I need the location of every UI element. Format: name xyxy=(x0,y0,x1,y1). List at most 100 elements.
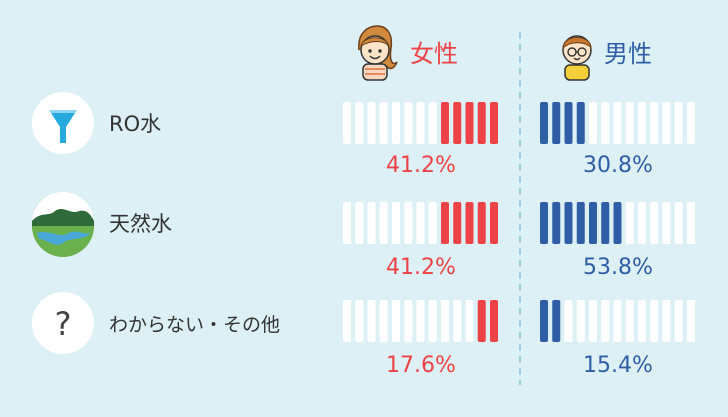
bar-segment-female-2-4 xyxy=(392,300,400,342)
bar-segment-female-1-10 xyxy=(465,202,474,244)
value-label-male-2: 15.4% xyxy=(583,353,653,378)
bar-segment-male-1-12 xyxy=(687,202,695,244)
bar-segment-male-0-2 xyxy=(564,102,573,144)
question-icon: ? xyxy=(55,305,72,343)
bar-segment-female-2-7 xyxy=(428,300,437,342)
bar-segment-male-2-11 xyxy=(674,300,683,342)
bar-segment-male-1-10 xyxy=(662,202,671,244)
bar-segment-male-1-8 xyxy=(638,202,646,244)
bar-segment-female-2-8 xyxy=(441,300,449,342)
bar-segment-female-0-7 xyxy=(428,102,437,144)
category-label-ro: RO水 xyxy=(109,112,161,136)
bar-segment-female-1-0 xyxy=(343,202,351,244)
bar-segment-female-2-11 xyxy=(477,300,486,342)
bar-segment-female-2-2 xyxy=(367,300,376,342)
bar-segment-male-1-0 xyxy=(540,202,548,244)
bar-segment-male-1-7 xyxy=(625,202,634,244)
bar-segment-male-2-10 xyxy=(662,300,671,342)
bar-segment-male-1-6 xyxy=(613,202,622,244)
bar-segment-female-0-12 xyxy=(490,102,498,144)
bar-segment-female-0-2 xyxy=(367,102,376,144)
category-label-other: わからない・その他 xyxy=(109,314,280,336)
bar-segment-male-0-0 xyxy=(540,102,548,144)
bar-segment-female-0-8 xyxy=(441,102,449,144)
bar-segment-male-2-2 xyxy=(564,300,573,342)
bar-segment-male-0-8 xyxy=(638,102,646,144)
bar-segment-male-2-7 xyxy=(625,300,634,342)
bar-segment-female-2-10 xyxy=(465,300,474,342)
bar-segment-male-2-9 xyxy=(650,300,659,342)
value-label-male-1: 53.8% xyxy=(583,255,653,280)
bar-segment-male-0-10 xyxy=(662,102,671,144)
bar-segment-female-1-3 xyxy=(379,202,388,244)
funnel-icon xyxy=(49,110,77,143)
bar-segment-male-0-11 xyxy=(674,102,683,144)
category-icon-natural xyxy=(32,192,94,257)
value-label-female-0: 41.2% xyxy=(386,153,456,178)
bar-segment-male-0-6 xyxy=(613,102,622,144)
bar-segment-male-0-5 xyxy=(601,102,610,144)
bar-segment-female-1-8 xyxy=(441,202,449,244)
bar-segment-female-2-0 xyxy=(343,300,351,342)
bar-segment-female-1-6 xyxy=(416,202,425,244)
bar-segment-male-1-9 xyxy=(650,202,659,244)
header-male: 男性 xyxy=(562,35,652,81)
bar-segment-female-0-10 xyxy=(465,102,474,144)
bar-segment-female-1-2 xyxy=(367,202,376,244)
bar-segment-female-0-9 xyxy=(453,102,462,144)
category-icon-ro xyxy=(32,92,94,154)
bar-segment-male-2-4 xyxy=(589,300,597,342)
bar-segment-female-0-4 xyxy=(392,102,400,144)
bar-segment-male-2-0 xyxy=(540,300,548,342)
bar-segment-male-0-4 xyxy=(589,102,597,144)
bar-segment-male-2-6 xyxy=(613,300,622,342)
bar-segment-male-2-1 xyxy=(552,300,561,342)
bar-segment-female-2-1 xyxy=(355,300,364,342)
series-label-female: 女性 xyxy=(410,40,458,68)
bar-segment-male-1-5 xyxy=(601,202,610,244)
value-label-female-2: 17.6% xyxy=(386,353,456,378)
header-female: 女性 xyxy=(358,25,458,81)
bar-segment-male-2-5 xyxy=(601,300,610,342)
bar-segment-female-1-4 xyxy=(392,202,400,244)
bar-segment-female-0-11 xyxy=(477,102,486,144)
bar-segment-female-2-3 xyxy=(379,300,388,342)
bar-segment-female-2-5 xyxy=(404,300,413,342)
value-label-female-1: 41.2% xyxy=(386,255,456,280)
bar-segment-male-1-2 xyxy=(564,202,573,244)
bar-segment-female-1-12 xyxy=(490,202,498,244)
series-label-male: 男性 xyxy=(604,40,652,68)
bar-segment-female-1-5 xyxy=(404,202,413,244)
landscape-icon xyxy=(32,209,94,257)
boy-avatar-icon xyxy=(562,35,592,81)
bar-segment-male-1-1 xyxy=(552,202,561,244)
bar-segment-male-2-12 xyxy=(687,300,695,342)
bar-segment-male-2-3 xyxy=(576,300,585,342)
value-label-male-0: 30.8% xyxy=(583,153,653,178)
bar-segment-female-1-1 xyxy=(355,202,364,244)
bar-segment-male-0-3 xyxy=(576,102,585,144)
bar-segment-male-0-12 xyxy=(687,102,695,144)
girl-avatar-icon xyxy=(358,25,398,81)
bar-segment-female-0-1 xyxy=(355,102,364,144)
bar-segment-female-0-0 xyxy=(343,102,351,144)
bar-segment-female-2-6 xyxy=(416,300,425,342)
category-icon-other: ? xyxy=(32,292,94,354)
bar-segment-male-2-8 xyxy=(638,300,646,342)
bar-segment-female-0-6 xyxy=(416,102,425,144)
category-label-natural: 天然水 xyxy=(109,212,172,236)
bar-segment-male-1-3 xyxy=(576,202,585,244)
bar-segment-male-0-7 xyxy=(625,102,634,144)
bar-segment-female-0-3 xyxy=(379,102,388,144)
bar-segment-male-1-11 xyxy=(674,202,683,244)
bar-segment-female-1-7 xyxy=(428,202,437,244)
bar-segment-female-1-9 xyxy=(453,202,462,244)
bar-segment-male-1-4 xyxy=(589,202,597,244)
bar-segment-female-0-5 xyxy=(404,102,413,144)
bar-segment-male-0-9 xyxy=(650,102,659,144)
bar-segment-female-1-11 xyxy=(477,202,486,244)
bar-segment-female-2-9 xyxy=(453,300,462,342)
bar-segment-male-0-1 xyxy=(552,102,561,144)
bar-segment-female-2-12 xyxy=(490,300,498,342)
